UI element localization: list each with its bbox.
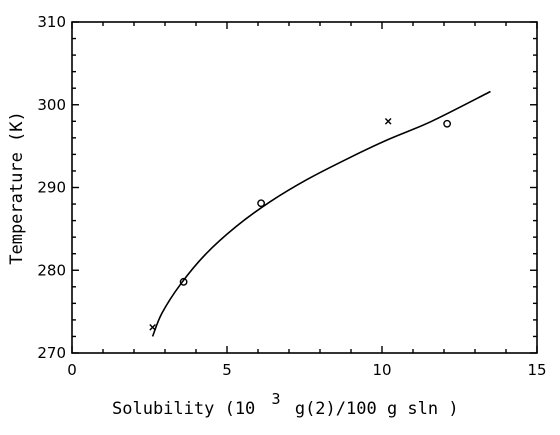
x-axis-label: Solubility (10 3 g(2)/100 g sln ) [112, 389, 459, 419]
data-point-circle [257, 199, 265, 208]
data-markers [149, 118, 451, 331]
tick-labels: 0 5 10 15 270 280 290 300 310 [37, 13, 546, 379]
x-axis-label-exponent: 3 [272, 390, 281, 408]
x-tick-label: 5 [222, 361, 232, 379]
data-point-cross [149, 324, 156, 331]
y-tick-label: 280 [37, 261, 66, 279]
y-tick-label: 300 [37, 96, 66, 114]
y-tick-label: 270 [37, 344, 66, 362]
x-tick-label: 0 [67, 361, 77, 379]
x-tick-label: 10 [372, 361, 391, 379]
y-axis-label: Temperature (K) [7, 111, 27, 265]
axis-ticks [71, 21, 538, 354]
x-axis-label-part-2: g(2)/100 g sln ) [295, 399, 459, 419]
y-tick-label: 290 [37, 179, 66, 197]
x-axis-label-part-1: Solubility (10 [112, 399, 255, 419]
fit-curve [151, 90, 491, 337]
data-point-circle [443, 119, 451, 128]
data-point-cross [384, 118, 392, 125]
data-point-circle [179, 277, 188, 286]
plot-frame [71, 21, 538, 354]
y-tick-label: 310 [37, 13, 66, 31]
x-tick-label: 15 [527, 361, 546, 379]
